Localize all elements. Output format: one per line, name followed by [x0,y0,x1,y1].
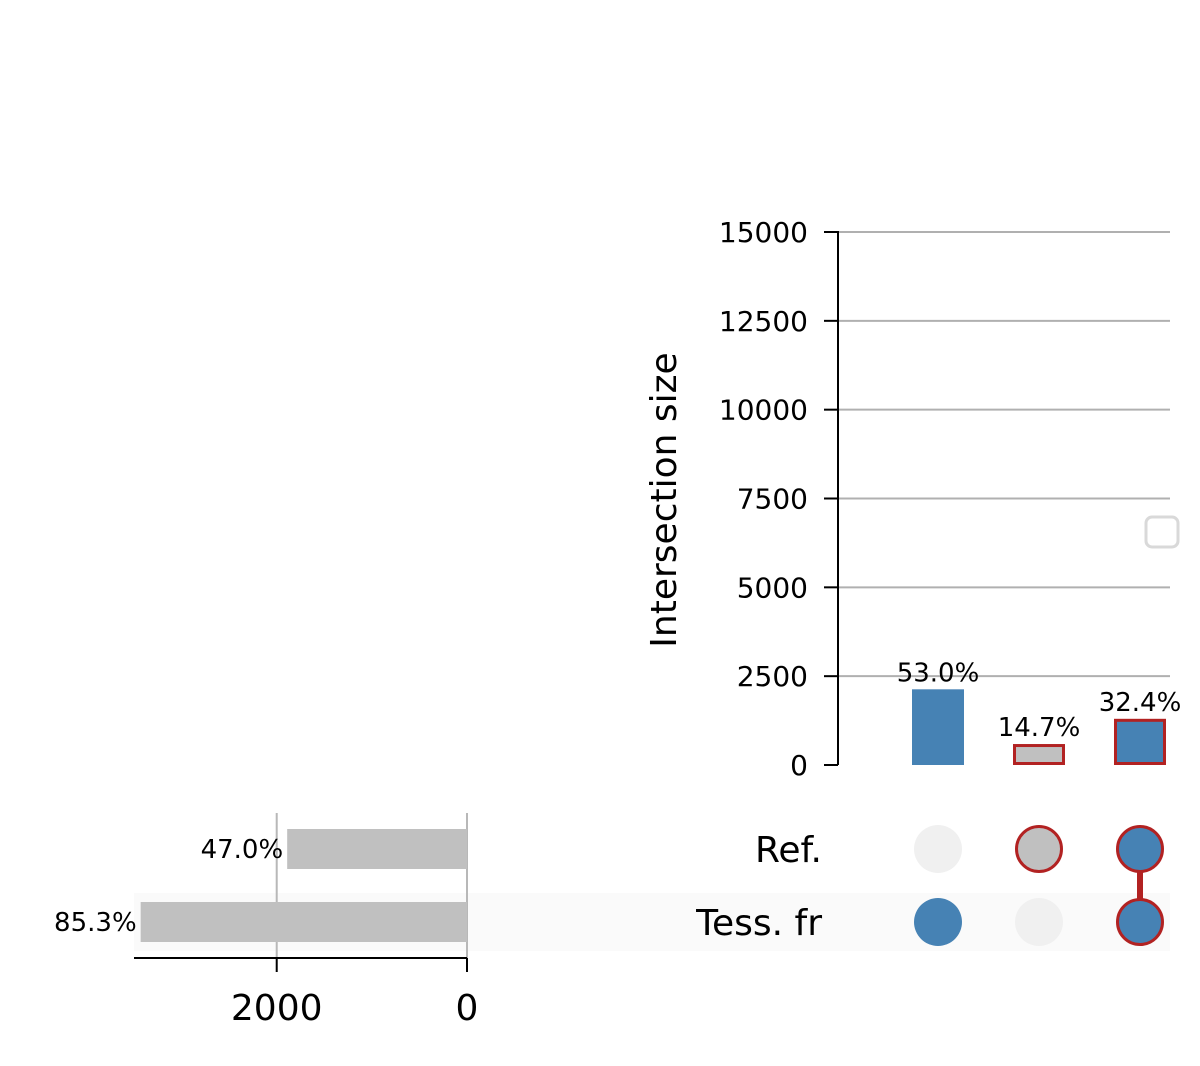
intersection-gridlines [838,231,1170,678]
matrix-dot-active [1116,898,1164,946]
set-size-bars: 47.0% 85.3% [54,829,467,942]
matrix-set-label: Tess. fr [695,903,822,944]
matrix-dot-active [1015,825,1063,873]
intersection-bar [1114,718,1166,765]
matrix-set-labels: Ref. Tess. fr [695,830,822,944]
matrix-dot-active [1116,825,1164,873]
set-size-bar [287,829,467,869]
intersection-bar-label: 32.4% [1099,688,1182,718]
intersection-y-ticks: 0 2500 5000 7500 10000 12500 15000 [719,216,838,782]
intersection-bar [912,689,964,765]
intersection-y-label: Intersection size [644,352,685,647]
intersection-bar-label: 53.0% [897,658,980,688]
intersection-y-tick-label: 15000 [719,216,808,249]
set-size-bar-label: 47.0% [201,835,284,865]
matrix-dots [914,825,1164,946]
matrix-dot-empty [1015,898,1063,946]
intersection-y-tick-label: 5000 [737,571,808,604]
matrix-dot-empty [914,825,962,873]
set-size-x-tick-label: 0 [456,988,479,1029]
legend-box [1144,515,1180,549]
intersection-bars: 53.0% 14.7% 32.4% [897,658,1182,766]
set-size-x-tick-label: 2000 [231,988,323,1029]
intersection-bar [1013,744,1065,766]
matrix-dot-active [914,898,962,946]
matrix-set-label: Ref. [755,830,822,871]
intersection-y-tick-label: 12500 [719,305,808,338]
set-size-x-ticks: 2000 0 [231,958,479,1029]
intersection-bar-label: 14.7% [998,713,1081,743]
set-size-bar-label: 85.3% [54,908,137,938]
intersection-y-tick-label: 10000 [719,394,808,427]
intersection-y-tick-label: 2500 [737,660,808,693]
set-size-bar [140,902,467,942]
intersection-y-tick-label: 7500 [737,483,808,516]
intersection-y-tick-label: 0 [790,749,808,782]
